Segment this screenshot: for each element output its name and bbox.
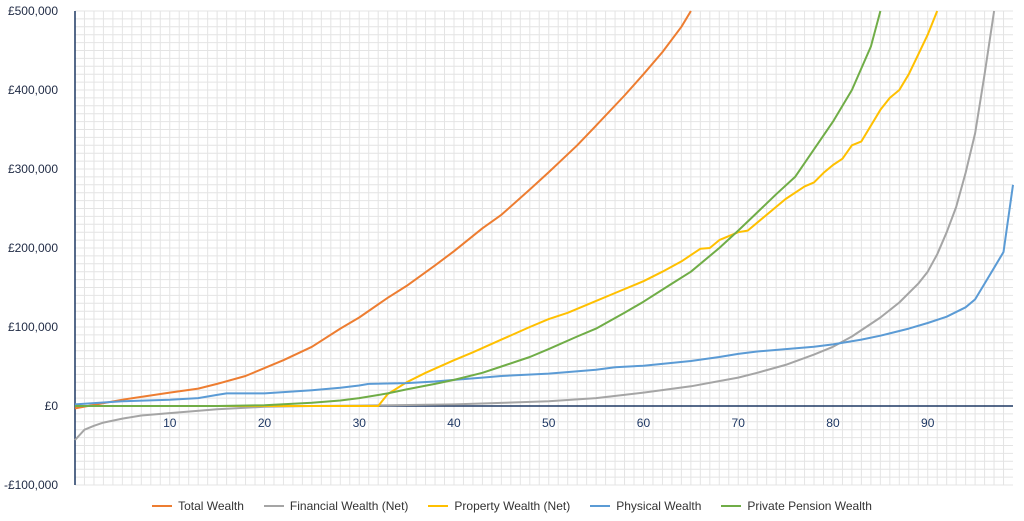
legend-item-private-pension-wealth: Private Pension Wealth xyxy=(721,499,872,513)
y-tick-label: £300,000 xyxy=(8,162,58,176)
y-tick-label: £500,000 xyxy=(8,4,58,18)
x-tick-label: 60 xyxy=(637,416,651,430)
x-tick-label: 10 xyxy=(163,416,177,430)
legend-item-total-wealth: Total Wealth xyxy=(152,499,244,513)
series-line-physical-wealth xyxy=(74,184,1014,406)
y-tick-label: £0 xyxy=(45,399,59,413)
x-tick-label: 70 xyxy=(732,416,746,430)
legend-label: Private Pension Wealth xyxy=(747,499,872,513)
x-tick-label: 50 xyxy=(542,416,556,430)
legend-swatch xyxy=(152,505,173,507)
x-tick-label: 80 xyxy=(826,416,840,430)
x-tick-label: 90 xyxy=(921,416,935,430)
legend-swatch xyxy=(263,505,284,507)
legend-item-physical-wealth: Physical Wealth xyxy=(590,499,701,513)
legend-label: Physical Wealth xyxy=(616,499,702,513)
y-axis-tick-labels: £500,000 £400,000 £300,000 £200,000 £100,000… xyxy=(4,4,58,492)
x-tick-label: 40 xyxy=(447,416,461,430)
series-line-total-wealth xyxy=(74,10,692,410)
legend-label: Total Wealth xyxy=(178,499,244,513)
series-line-financial-wealth-net xyxy=(74,10,996,441)
line-chart: £500,000 £400,000 £300,000 £200,000 £100,000… xyxy=(4,4,1014,492)
series-lines xyxy=(74,10,1014,441)
legend-swatch xyxy=(590,505,611,507)
legend-label: Financial Wealth (Net) xyxy=(289,499,409,513)
y-tick-label: £400,000 xyxy=(8,83,58,97)
x-tick-label: 30 xyxy=(353,416,367,430)
series-line-private-pension-wealth xyxy=(75,10,882,407)
chart-legend: Total Wealth Financial Wealth (Net) Proper… xyxy=(0,496,1024,516)
legend-swatch xyxy=(428,505,449,507)
y-tick-label: -£100,000 xyxy=(4,478,58,492)
gridlines xyxy=(75,10,1013,486)
legend-item-financial-wealth-net: Financial Wealth (Net) xyxy=(263,499,409,513)
y-tick-label: £100,000 xyxy=(8,320,58,334)
x-axis-tick-labels: 10 20 30 40 50 60 70 80 90 xyxy=(163,416,935,430)
legend-label: Property Wealth (Net) xyxy=(454,499,571,513)
x-tick-label: 20 xyxy=(258,416,272,430)
legend-item-property-wealth-net: Property Wealth (Net) xyxy=(428,499,570,513)
y-tick-label: £200,000 xyxy=(8,241,58,255)
series-line-property-wealth-net xyxy=(75,10,939,407)
legend-swatch xyxy=(721,505,742,507)
